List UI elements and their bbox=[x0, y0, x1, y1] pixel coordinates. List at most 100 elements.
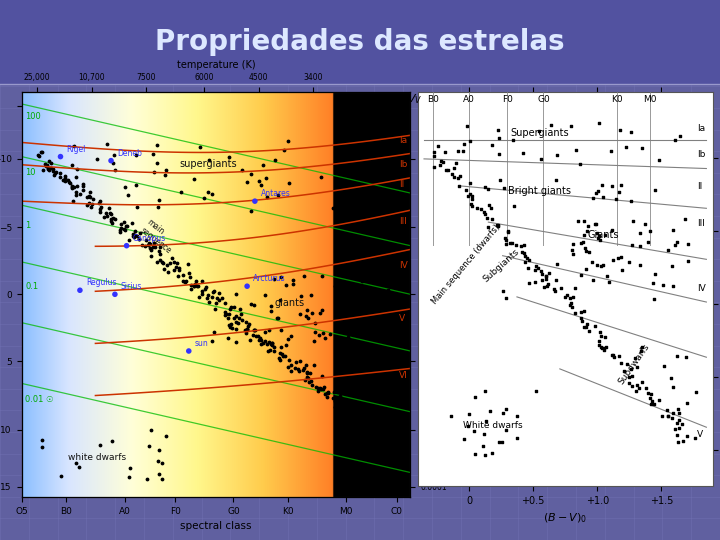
Point bbox=[344, 413, 356, 422]
Point bbox=[516, 242, 527, 251]
Point bbox=[45, 159, 57, 167]
Point bbox=[361, 430, 373, 439]
Text: III: III bbox=[698, 219, 706, 228]
Point bbox=[115, 223, 127, 232]
Point bbox=[457, 147, 469, 156]
Point bbox=[57, 176, 68, 185]
Text: 1: 1 bbox=[25, 221, 31, 230]
Point bbox=[592, 187, 603, 195]
Point bbox=[153, 469, 165, 478]
Point bbox=[151, 159, 163, 167]
Point bbox=[305, 376, 316, 385]
Point bbox=[338, 403, 350, 411]
Point bbox=[226, 323, 238, 332]
Point bbox=[149, 243, 161, 252]
Text: M0: M0 bbox=[643, 95, 657, 104]
Y-axis label: luminosity (solar units): luminosity (solar units) bbox=[449, 242, 458, 347]
Point bbox=[615, 359, 626, 367]
Point bbox=[359, 418, 371, 427]
X-axis label: $(B-V)_0$: $(B-V)_0$ bbox=[543, 511, 588, 525]
Point bbox=[540, 272, 552, 281]
Point bbox=[103, 203, 114, 212]
Point bbox=[432, 141, 444, 150]
Point bbox=[682, 240, 693, 248]
Point bbox=[540, 275, 552, 284]
Point bbox=[298, 272, 310, 280]
Point bbox=[299, 363, 310, 372]
Point bbox=[500, 236, 511, 245]
Point bbox=[258, 338, 269, 347]
Point bbox=[529, 278, 541, 287]
Point bbox=[144, 240, 156, 248]
Point bbox=[491, 221, 503, 230]
Point bbox=[337, 401, 348, 409]
Point bbox=[367, 272, 379, 280]
Point bbox=[246, 170, 257, 178]
Point bbox=[354, 413, 365, 422]
Point bbox=[462, 122, 473, 130]
Point bbox=[428, 151, 440, 160]
Point bbox=[148, 149, 159, 158]
Point bbox=[498, 184, 509, 193]
Point bbox=[109, 290, 121, 299]
Text: VI: VI bbox=[399, 371, 408, 380]
Point bbox=[277, 352, 289, 360]
Point bbox=[234, 304, 246, 313]
X-axis label: spectral class: spectral class bbox=[180, 521, 252, 531]
Point bbox=[274, 295, 286, 304]
Point bbox=[66, 161, 78, 170]
Point bbox=[667, 281, 678, 290]
Point bbox=[266, 339, 277, 348]
Point bbox=[105, 210, 117, 218]
Point bbox=[366, 423, 377, 432]
Point bbox=[671, 418, 683, 427]
Point bbox=[316, 372, 328, 381]
Point bbox=[91, 155, 102, 164]
Point bbox=[321, 393, 333, 401]
Point bbox=[494, 176, 505, 185]
Point bbox=[350, 414, 361, 423]
Point bbox=[230, 289, 242, 298]
Point bbox=[67, 182, 78, 191]
Point bbox=[300, 376, 311, 384]
Point bbox=[578, 217, 590, 226]
Point bbox=[168, 265, 179, 274]
Point bbox=[239, 325, 251, 334]
Point bbox=[220, 309, 232, 318]
Point bbox=[377, 424, 389, 433]
Point bbox=[583, 327, 595, 335]
Point bbox=[318, 328, 329, 337]
Point bbox=[196, 287, 207, 296]
Point bbox=[541, 282, 552, 291]
Point bbox=[649, 269, 661, 278]
Text: Bright giants: Bright giants bbox=[508, 186, 571, 196]
Point bbox=[254, 333, 266, 342]
Point bbox=[140, 241, 151, 250]
Point bbox=[374, 429, 385, 437]
Point bbox=[662, 411, 674, 420]
Point bbox=[240, 324, 252, 333]
Point bbox=[595, 328, 606, 336]
Point bbox=[357, 414, 369, 422]
Point bbox=[50, 167, 62, 176]
Point bbox=[316, 272, 328, 280]
Point bbox=[428, 148, 440, 157]
Point bbox=[667, 383, 679, 391]
Point bbox=[293, 367, 305, 376]
Text: Supergiants: Supergiants bbox=[510, 127, 569, 138]
Point bbox=[340, 404, 351, 413]
Point bbox=[297, 366, 308, 374]
Point bbox=[338, 409, 349, 417]
Point bbox=[122, 222, 133, 231]
Point bbox=[320, 390, 331, 399]
Point bbox=[71, 165, 83, 174]
Text: $V_V$: $V_V$ bbox=[408, 92, 423, 106]
Point bbox=[520, 252, 531, 261]
Point bbox=[71, 458, 82, 467]
Point bbox=[154, 250, 166, 259]
Point bbox=[452, 146, 464, 155]
Point bbox=[492, 149, 504, 158]
Point bbox=[48, 165, 59, 173]
Point bbox=[156, 258, 168, 266]
Point bbox=[510, 241, 521, 249]
